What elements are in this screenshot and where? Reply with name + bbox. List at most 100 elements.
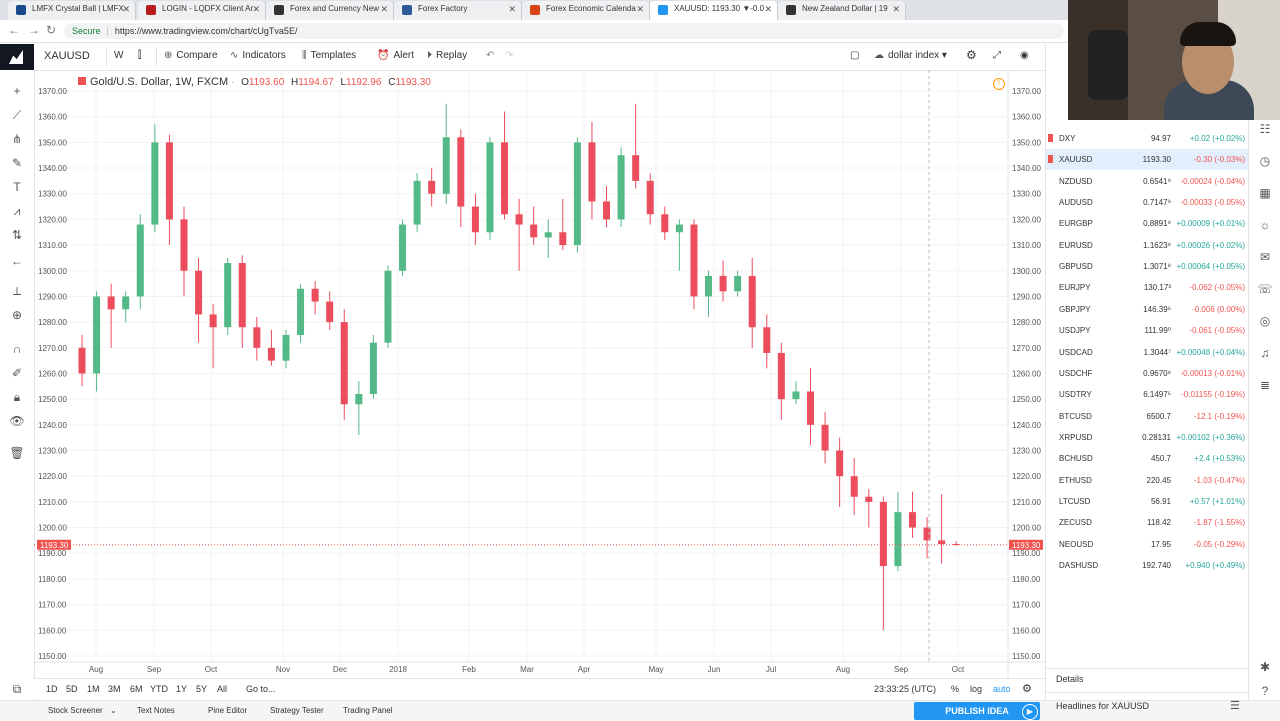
candle-body[interactable] [719, 275, 727, 292]
browser-tab[interactable]: Forex Economic Calenda ✕ [522, 1, 650, 20]
candle-body[interactable] [486, 142, 494, 233]
watchlist-row[interactable]: GBPJPY 146.39⁶ -0.006 (0.00%) [1046, 299, 1249, 320]
footer-tab[interactable]: Pine Editor [208, 706, 248, 715]
watchlist-row[interactable]: BTCUSD 6500.7 -12.1 (-0.19%) [1046, 406, 1249, 427]
camera-icon[interactable]: ◉ [1020, 50, 1029, 61]
hotlist-icon[interactable]: ≣ [1259, 378, 1271, 392]
candle-body[interactable] [705, 275, 713, 297]
candle-body[interactable] [297, 288, 305, 335]
range-button-3m[interactable]: 3M [108, 684, 121, 694]
candle-body[interactable] [530, 224, 538, 238]
watchlist-row[interactable]: LTCUSD 56.91 +0.57 (+1.01%) [1046, 491, 1249, 512]
details-tab[interactable]: Details [1056, 674, 1084, 684]
range-button-1y[interactable]: 1Y [176, 684, 188, 694]
browser-tab[interactable]: New Zealand Dollar | 19 ✕ [778, 1, 906, 20]
watchlist-row[interactable]: NZDUSD 0.6541⁹ -0.00024 (-0.04%) [1046, 171, 1249, 192]
candle-body[interactable] [457, 137, 465, 207]
candle-body[interactable] [952, 543, 960, 545]
candle-body[interactable] [603, 201, 611, 220]
watchlist-row[interactable]: EURUSD 1.1623⁸ +0.00026 (+0.02%) [1046, 235, 1249, 256]
layout-icon[interactable]: ▢ [850, 50, 860, 61]
watchlist-row[interactable]: NEOUSD 17.95 -0.05 (-0.29%) [1046, 534, 1249, 555]
candle-body[interactable] [384, 270, 392, 343]
zoom-in-icon[interactable]: ⊕ [11, 308, 23, 322]
candle-body[interactable] [107, 296, 115, 310]
candle-body[interactable] [399, 224, 407, 271]
watchlist-row[interactable]: DASHUSD 192.740 +0.940 (+0.49%) [1046, 555, 1249, 576]
browser-tab[interactable]: Forex and Currency New ✕ [266, 1, 394, 20]
candle-body[interactable] [209, 314, 217, 328]
watchlist-row[interactable]: USDTRY 6.1497⁵ -0.01155 (-0.19%) [1046, 384, 1249, 405]
close-tab-icon[interactable]: ✕ [122, 4, 130, 14]
price-chart[interactable]: 1370.00 1370.00 1360.00 1360.00 1350.00 1350.… [34, 70, 1045, 678]
chevron-down-icon[interactable]: ⌄ [110, 706, 117, 715]
candle-body[interactable] [690, 224, 698, 297]
candle-body[interactable] [923, 527, 931, 541]
trash-icon[interactable]: 🗑︎ [9, 446, 25, 460]
candle-body[interactable] [122, 296, 130, 310]
candle-body[interactable] [675, 224, 683, 233]
forecast-icon[interactable]: ⇅ [11, 228, 23, 242]
settings-gear-icon[interactable]: ⚙ [966, 48, 977, 62]
undo-icon[interactable]: ↶ [486, 50, 495, 61]
watchlist-row[interactable]: XAUUSD 1193.30 -0.30 (-0.03%) [1046, 149, 1249, 171]
goto-date-button[interactable]: Go to... [246, 684, 276, 694]
headlines-link[interactable]: Headlines for XAUUSD [1056, 701, 1150, 711]
candle-body[interactable] [763, 327, 771, 353]
range-button-5y[interactable]: 5Y [196, 684, 208, 694]
candle-body[interactable] [195, 270, 203, 315]
candle-body[interactable] [355, 394, 363, 405]
text-tool-icon[interactable]: T [13, 180, 21, 194]
candle-body[interactable] [78, 347, 86, 374]
eye-icon[interactable]: 👁︎ [9, 414, 25, 428]
symbol-search-button[interactable]: XAUUSD [44, 50, 90, 62]
candle-body[interactable] [165, 142, 173, 220]
close-tab-icon[interactable]: ✕ [764, 4, 772, 14]
warning-icon[interactable]: ! [993, 78, 1005, 90]
legend-title[interactable]: Gold/U.S. Dollar, 1W, FXCM [90, 76, 229, 88]
layout-name-button[interactable]: ☁ dollar index ▾ [874, 50, 947, 61]
candle-body[interactable] [617, 155, 625, 220]
publish-idea-button[interactable]: PUBLISH IDEA [914, 702, 1040, 720]
clock-icon[interactable]: ◷ [1259, 154, 1271, 168]
candle-body[interactable] [428, 180, 436, 194]
candlestick-chart-svg[interactable]: 1370.00 1370.00 1360.00 1360.00 1350.00 1350.… [34, 70, 1045, 678]
footer-tab[interactable]: Trading Panel [343, 706, 393, 715]
forward-icon[interactable]: → [28, 23, 40, 37]
watchlist-row[interactable]: EURJPY 130.17³ -0.062 (-0.05%) [1046, 277, 1249, 298]
watchlist-row[interactable]: ZECUSD 118.42 -1.87 (-1.55%) [1046, 512, 1249, 533]
candle-body[interactable] [807, 391, 814, 425]
alert-button[interactable]: ⏰ Alert [377, 50, 415, 61]
flag-marker-icon[interactable] [1048, 134, 1053, 142]
browser-tab[interactable]: LOGIN - LQDFX Client Ar ✕ [138, 1, 266, 20]
percent-scale-toggle[interactable]: % [951, 684, 960, 694]
candle-body[interactable] [792, 391, 800, 400]
watchlist-row[interactable]: USDJPY 111.99⁰ -0.061 (-0.05%) [1046, 320, 1249, 341]
candle-body[interactable] [442, 137, 450, 194]
watchlist-row[interactable]: ETHUSD 220.45 -1.03 (-0.47%) [1046, 470, 1249, 491]
broadcast-icon[interactable]: ◎ [1259, 314, 1271, 328]
watchlist-row[interactable]: AUDUSD 0.7147⁹ -0.00033 (-0.05%) [1046, 192, 1249, 213]
messages-icon[interactable]: ☏ [1257, 282, 1273, 296]
pattern-icon[interactable]: ⩘ [13, 204, 21, 218]
close-tab-icon[interactable]: ✕ [252, 4, 260, 14]
candle-body[interactable] [748, 275, 756, 328]
watchlist-row[interactable]: BCHUSD 450.7 +2.4 (+0.53%) [1046, 448, 1249, 469]
redo-icon[interactable]: ↷ [505, 50, 514, 61]
range-button-ytd[interactable]: YTD [150, 684, 168, 694]
back-icon[interactable]: ← [8, 23, 20, 37]
candle-body[interactable] [836, 450, 844, 477]
candle-body[interactable] [501, 142, 509, 215]
range-button-6m[interactable]: 6M [130, 684, 143, 694]
calendar-icon[interactable]: ▦ [1259, 186, 1271, 200]
watchlist-row[interactable]: XRPUSD 0.28131 +0.00102 (+0.36%) [1046, 427, 1249, 448]
candle-body[interactable] [777, 352, 785, 400]
candle-body[interactable] [734, 275, 742, 292]
candle-body[interactable] [544, 232, 552, 238]
footer-tab[interactable]: Strategy Tester [270, 706, 324, 715]
watchlist-row[interactable]: USDCHF 0.9670⁸ -0.00013 (-0.01%) [1046, 363, 1249, 384]
reload-icon[interactable]: ↻ [46, 23, 57, 37]
close-tab-icon[interactable]: ✕ [508, 4, 516, 14]
close-tab-icon[interactable]: ✕ [636, 4, 644, 14]
range-button-all[interactable]: All [217, 684, 228, 694]
